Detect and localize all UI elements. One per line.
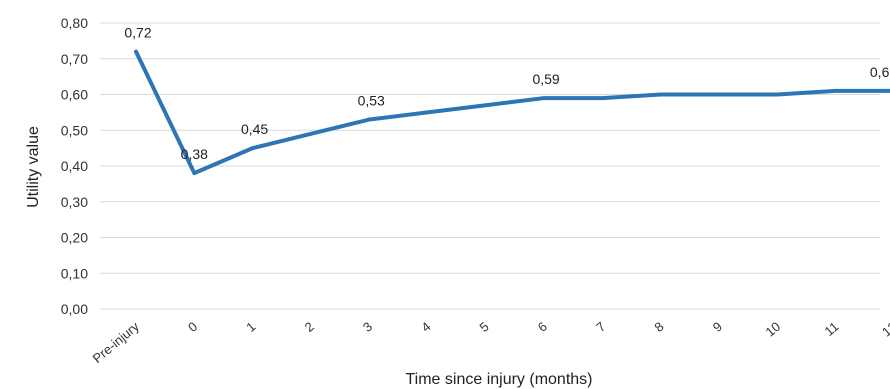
y-tick-label: 0,70 [61,51,88,67]
x-tick-label: 4 [418,319,433,335]
x-axis-ticks: Pre-injury 0 1 2 3 4 5 6 7 8 9 10 11 12 [90,318,890,366]
y-tick-label: 0,30 [61,194,88,210]
y-tick-label: 0,50 [61,122,88,138]
x-tick-label: 12 [879,319,890,340]
series-layer [134,49,890,176]
y-axis-ticks: 0,00 0,10 0,20 0,30 0,40 0,50 0,60 0,70 0,80 [61,15,88,317]
y-tick-label: 0,40 [61,158,88,174]
data-label: 0,61 [870,64,890,80]
gridlines [100,22,880,310]
data-label: 0,72 [124,25,151,41]
y-tick-label: 0,20 [61,230,88,246]
x-tick-label: 6 [535,319,550,335]
y-tick-label: 0,80 [61,15,88,31]
x-tick-label: 11 [822,319,842,339]
y-tick-label: 0,00 [61,301,88,317]
x-tick-label: 9 [710,319,725,335]
x-tick-label: 8 [651,319,666,335]
y-tick-label: 0,60 [61,87,88,103]
y-axis-title: Utility value [25,126,42,208]
x-tick-label: 1 [243,319,258,335]
series-line-0 [134,49,890,176]
x-tick-label: 7 [593,319,608,335]
data-label: 0,45 [241,121,268,137]
x-tick-label: 2 [302,319,317,335]
x-tick-label: Pre-injury [90,318,143,366]
y-tick-label: 0,10 [61,265,88,281]
data-label: 0,38 [181,146,208,162]
x-tick-label: 0 [185,319,200,335]
x-tick-label: 10 [763,319,784,340]
x-axis-title: Time since injury (months) [405,371,592,388]
x-tick-label: 3 [360,319,375,335]
data-label: 0,59 [532,71,559,87]
data-label: 0,53 [358,93,385,109]
data-labels: 0,72 0,38 0,45 0,53 0,59 0,61 [124,25,890,163]
x-tick-label: 5 [477,319,492,335]
